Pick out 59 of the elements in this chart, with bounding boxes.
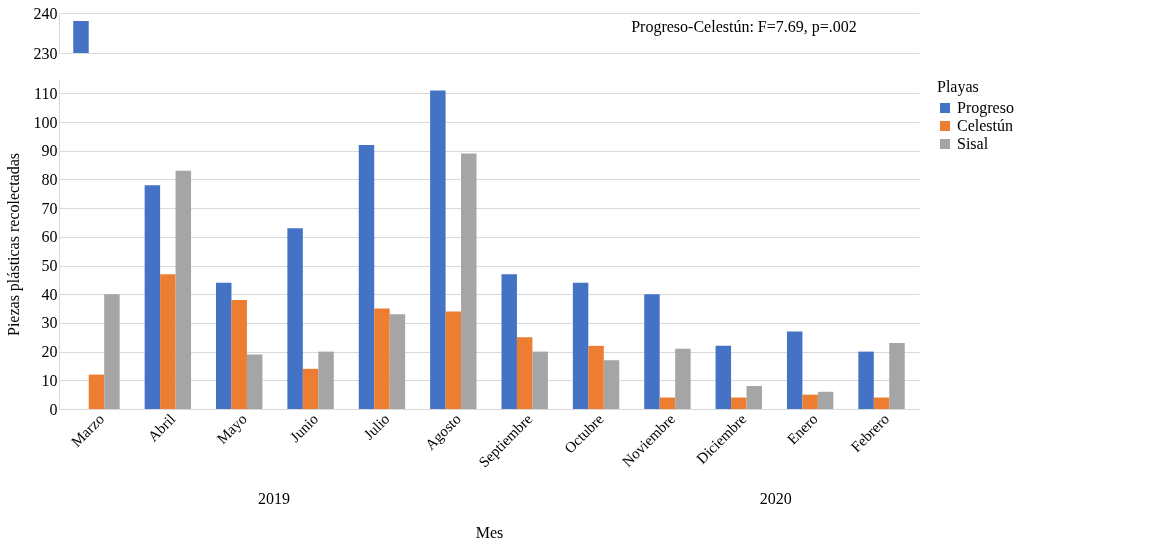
bar	[160, 274, 176, 409]
y-tick-label: 80	[41, 170, 58, 188]
bar	[231, 299, 247, 409]
bar	[461, 153, 477, 409]
bar	[389, 314, 406, 409]
bar	[287, 228, 303, 409]
bar	[746, 386, 762, 409]
bar	[644, 294, 660, 409]
bar	[588, 345, 604, 409]
legend-label: Celestún	[957, 117, 1013, 134]
y-tick-label: 40	[41, 285, 58, 303]
bar	[603, 360, 620, 409]
bar	[175, 170, 192, 409]
y-tick-label: 10	[41, 371, 58, 389]
bar	[572, 282, 589, 409]
bar	[430, 90, 446, 409]
y-tick-label: 20	[41, 343, 58, 361]
y-axis-title: Piezas plásticas recolectadas	[4, 152, 23, 337]
y-tick-label: 0	[49, 400, 58, 418]
y-tick-label: 90	[41, 142, 58, 160]
x-tick-label: Julio	[360, 410, 393, 443]
bar	[532, 351, 548, 409]
y-tick-label: 70	[41, 199, 58, 217]
y-tick-label: 230	[33, 44, 58, 62]
legend-label: Progreso	[957, 99, 1014, 117]
y-tick-label: 30	[41, 314, 58, 332]
bar	[858, 351, 874, 409]
bar	[246, 354, 263, 409]
bar	[358, 145, 375, 409]
bar	[873, 397, 890, 409]
bar	[675, 348, 691, 409]
y-tick-label: 50	[41, 257, 58, 275]
bar	[104, 294, 120, 409]
legend-label: Sisal	[957, 135, 989, 152]
bar	[802, 394, 818, 409]
bar	[374, 308, 390, 409]
bar	[302, 368, 319, 409]
bar	[445, 311, 462, 409]
bar	[501, 274, 517, 409]
annotation: Progreso-Celestún: F=7.69, p=.002	[631, 18, 857, 36]
bar	[786, 331, 803, 409]
bar	[817, 391, 834, 409]
bar	[889, 343, 905, 409]
text: 2019	[258, 490, 290, 507]
y-tick-label: 100	[33, 113, 58, 131]
bar	[144, 185, 161, 409]
bar	[216, 282, 232, 409]
bar	[715, 345, 732, 409]
bar	[318, 351, 334, 409]
x-axis-title: Mes	[475, 524, 504, 542]
y-tick-label: 60	[41, 228, 58, 246]
bar	[659, 397, 676, 409]
bar	[516, 337, 533, 409]
bar	[731, 397, 747, 409]
y-tick-label: 110	[34, 84, 58, 102]
bar	[88, 374, 105, 409]
legend-title: Playas	[937, 78, 979, 96]
y-tick-label: 240	[33, 4, 58, 22]
text: 2020	[759, 490, 792, 507]
